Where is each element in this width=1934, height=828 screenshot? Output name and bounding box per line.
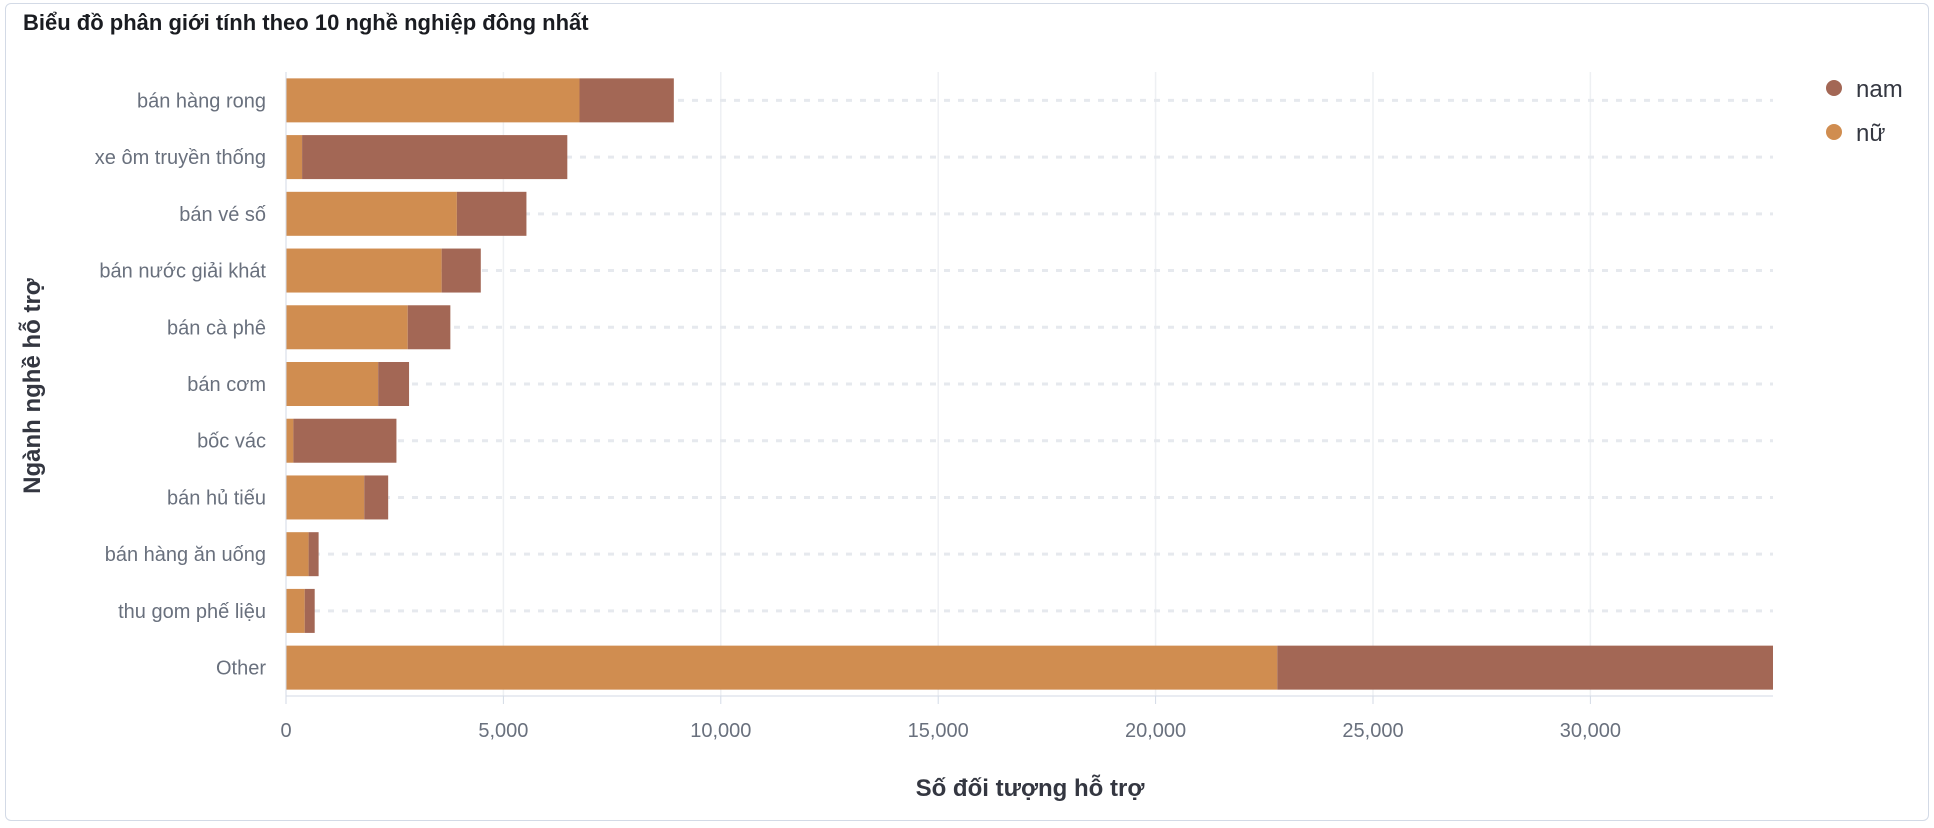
bar-nam[interactable] [308, 532, 319, 577]
y-tick-label: Other [216, 658, 266, 680]
bar-nu[interactable] [286, 78, 580, 123]
legend-label: nữ [1856, 120, 1885, 147]
y-tick-label: bán hủ tiếu [167, 487, 266, 509]
bar-nu[interactable] [286, 418, 294, 463]
bar-nam[interactable] [364, 475, 389, 520]
bar-nu[interactable] [286, 248, 442, 293]
bars-layer [286, 78, 1773, 690]
y-axis: bán hàng rong xe ôm truyền thống bán vé số… [95, 72, 287, 696]
y-tick-label: thu gom phế liệu [118, 601, 266, 623]
bar-nam[interactable] [441, 248, 481, 293]
bar-nu[interactable] [286, 475, 365, 520]
y-tick-label: bán vé số [179, 204, 266, 226]
x-tick-label: 5,000 [478, 720, 528, 742]
legend-item-nam[interactable]: nam [1826, 76, 1903, 103]
x-axis-title: Số đối tượng hỗ trợ [916, 774, 1146, 802]
legend-item-nu[interactable]: nữ [1826, 120, 1885, 147]
bar-nam[interactable] [302, 135, 568, 180]
chart-title: Biểu đồ phân giới tính theo 10 nghề nghi… [23, 10, 589, 35]
bar-nam[interactable] [407, 305, 451, 350]
x-tick-label: 10,000 [690, 720, 751, 742]
bar-nam[interactable] [1277, 645, 1773, 690]
bar-nu[interactable] [286, 305, 408, 350]
bar-nu[interactable] [286, 362, 379, 406]
y-tick-label: bán cà phê [167, 317, 266, 339]
bar-nu[interactable] [286, 645, 1278, 690]
y-tick-label: bán hàng ăn uống [105, 544, 266, 566]
y-tick-label: bốc vác [197, 431, 266, 453]
bar-nam[interactable] [293, 418, 397, 463]
x-tick-label: 25,000 [1342, 720, 1403, 742]
grid-layer [286, 72, 1773, 696]
bar-nu[interactable] [286, 191, 457, 236]
x-tick-label: 30,000 [1560, 720, 1621, 742]
y-tick-label: bán cơm [187, 374, 266, 396]
bar-nu[interactable] [286, 588, 305, 633]
legend-label: nam [1856, 76, 1903, 103]
y-tick-label: bán hàng rong [137, 90, 266, 112]
bar-nu[interactable] [286, 532, 309, 577]
bar-nam[interactable] [579, 78, 674, 123]
y-tick-label: xe ôm truyền thống [95, 147, 266, 169]
y-axis-title: Ngành nghề hỗ trợ [18, 277, 46, 494]
legend-swatch [1826, 124, 1842, 140]
y-tick-label: bán nước giải khát [99, 261, 266, 283]
x-tick-label: 15,000 [908, 720, 969, 742]
bar-nam[interactable] [378, 362, 410, 406]
legend-swatch [1826, 80, 1842, 96]
bar-nam[interactable] [304, 588, 315, 633]
x-tick-label: 20,000 [1125, 720, 1186, 742]
bar-nu[interactable] [286, 135, 303, 180]
legend: nam nữ [1826, 76, 1903, 147]
bar-nam[interactable] [456, 191, 527, 236]
x-axis: 0 5,000 10,000 15,000 20,000 25,000 30,000 [280, 695, 1773, 742]
x-tick-label: 0 [280, 720, 291, 742]
